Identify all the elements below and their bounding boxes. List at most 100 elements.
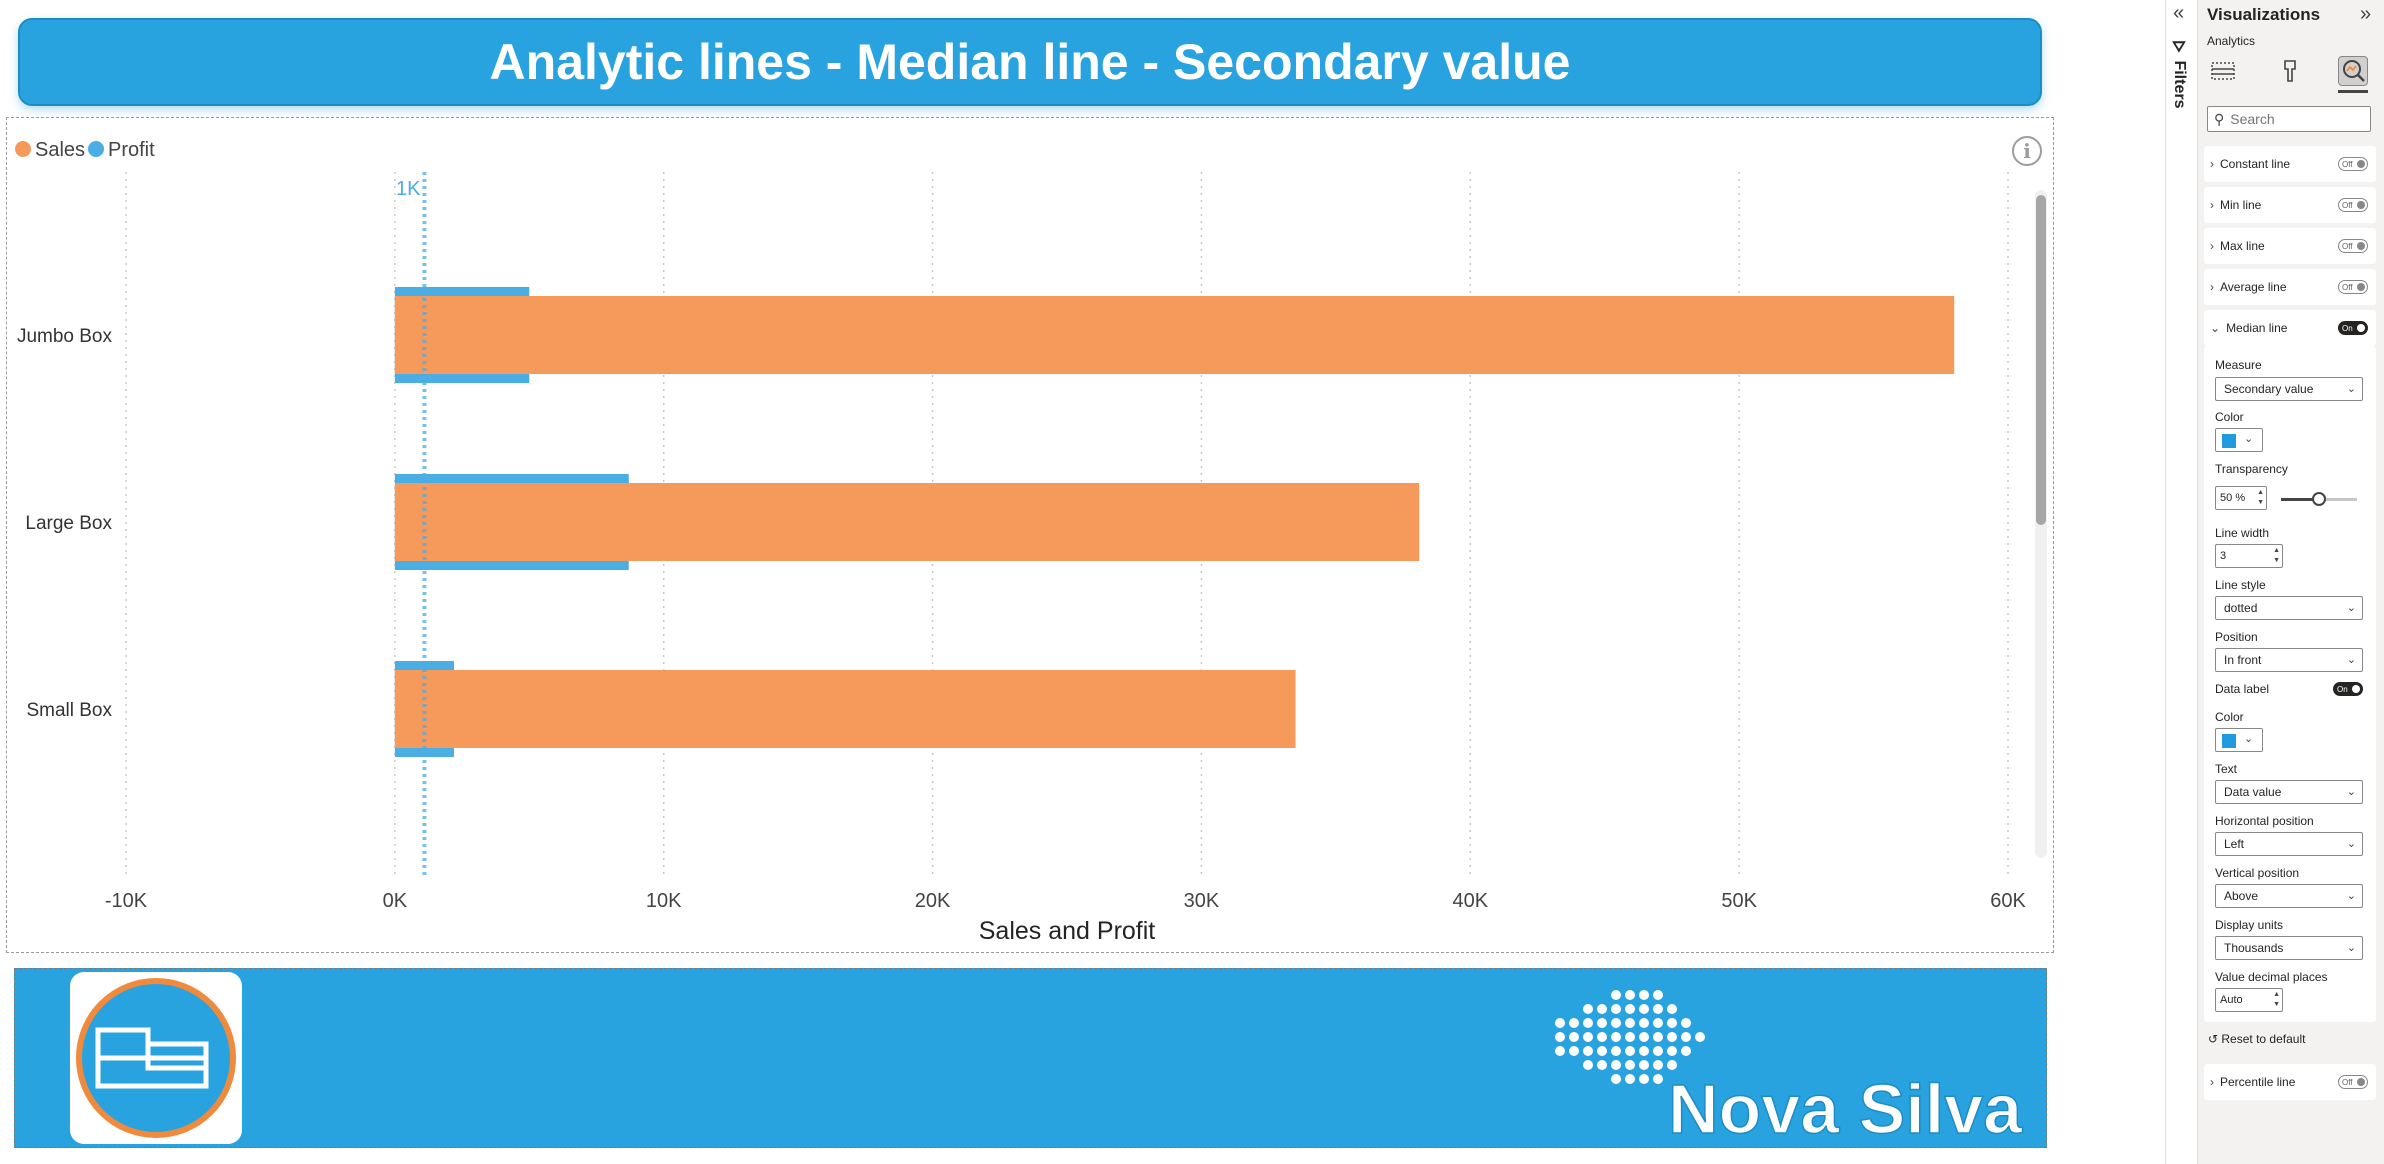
data-label-label: Data label [2215, 682, 2270, 696]
chevron-down-icon: ⌄ [2346, 602, 2356, 614]
logo-dot [1597, 1060, 1607, 1070]
logo-dot [1597, 1032, 1607, 1042]
logo-dot [1695, 1032, 1705, 1042]
display-units-label: Display units [2215, 918, 2284, 932]
logo-dot [1653, 990, 1663, 1000]
line-style-label: Line style [2215, 578, 2266, 592]
x-tick-label: 10K [646, 890, 682, 912]
min-line-toggle[interactable]: Off [2338, 198, 2368, 212]
chevron-right-icon: › [2210, 280, 2214, 294]
line-width-label: Line width [2215, 526, 2270, 540]
format-paintbrush-icon[interactable] [2275, 56, 2305, 86]
max-line-toggle[interactable]: Off [2338, 239, 2368, 253]
label-color-picker[interactable]: ⌄ [2215, 728, 2263, 752]
logo-dot [1583, 1032, 1593, 1042]
label-color-label: Color [2215, 710, 2244, 724]
decimal-places-input[interactable]: Auto ▲ ▼ [2215, 988, 2283, 1012]
x-tick-label: -10K [105, 890, 148, 912]
color-swatch [2222, 434, 2236, 448]
section-label: Median line [2226, 321, 2288, 335]
expand-pane-icon[interactable]: » [2360, 3, 2372, 25]
clustered-bar-chart[interactable]: -10K 0K 10K 20K 30K 40K 50K 60K Sales and Profit… [6, 117, 2046, 947]
logo-dot [1597, 1046, 1607, 1056]
chevron-right-icon: › [2210, 1075, 2214, 1089]
logo-dot [1653, 1032, 1663, 1042]
chart-visual-frame[interactable] [6, 117, 2054, 953]
percentile-line-toggle[interactable]: Off [2338, 1075, 2368, 1089]
logo-dot [1583, 1046, 1593, 1056]
pane-search-input[interactable] [2230, 111, 2361, 127]
line-style-dropdown[interactable]: dotted ⌄ [2215, 596, 2363, 620]
x-tick-label: 50K [1721, 890, 1757, 912]
chevron-down-icon: ⌄ [2346, 383, 2356, 395]
logo-dot [1667, 1004, 1677, 1014]
line-color-picker[interactable]: ⌄ [2215, 428, 2263, 452]
section-label: Average line [2220, 280, 2287, 294]
sales-bar[interactable] [394, 296, 1955, 374]
constant-line-toggle[interactable]: Off [2338, 157, 2368, 171]
sales-bar[interactable] [394, 483, 1420, 561]
text-label: Text [2215, 762, 2238, 776]
transparency-slider-handle[interactable] [2312, 492, 2326, 506]
filters-label[interactable]: ⛛ Filters [2171, 40, 2188, 109]
logo-dot [1625, 1004, 1635, 1014]
logo-dot [1625, 1074, 1635, 1084]
analytics-magnifier-icon[interactable] [2338, 56, 2368, 86]
median-line-label: 1K [396, 178, 421, 200]
filters-pane-collapsed[interactable] [2165, 0, 2198, 1164]
horizontal-position-dropdown[interactable]: Left ⌄ [2215, 832, 2363, 856]
spin-arrows-icon[interactable]: ▲ ▼ [2257, 489, 2264, 506]
position-label: Position [2215, 630, 2258, 644]
average-line-toggle[interactable]: Off [2338, 280, 2368, 294]
transparency-label: Transparency [2215, 462, 2288, 476]
logo-dot [1555, 1032, 1565, 1042]
transparency-input[interactable]: 50 % ▲ ▼ [2215, 486, 2267, 510]
text-dropdown[interactable]: Data value ⌄ [2215, 780, 2363, 804]
measure-dropdown[interactable]: Secondary value ⌄ [2215, 377, 2363, 401]
pane-search-box[interactable]: ⚲ [2207, 106, 2371, 132]
nova-silva-logo: Nova Silva [1555, 990, 2024, 1145]
section-max-line[interactable]: › Max line Off [2204, 228, 2376, 264]
sales-bar[interactable] [394, 670, 1296, 748]
category-label: Small Box [26, 700, 112, 721]
spin-arrows-icon[interactable]: ▲ ▼ [2273, 547, 2280, 564]
logo-dot [1597, 1018, 1607, 1028]
logo-dot [1625, 1018, 1635, 1028]
info-icon[interactable]: i [2012, 136, 2042, 166]
section-percentile-line[interactable]: › Percentile line Off [2204, 1064, 2376, 1100]
logo-dot [1611, 1018, 1621, 1028]
decimal-places-label: Value decimal places [2215, 970, 2328, 984]
section-average-line[interactable]: › Average line Off [2204, 269, 2376, 305]
section-label: Min line [2220, 198, 2262, 212]
line-width-input[interactable]: 3 ▲ ▼ [2215, 544, 2283, 568]
spin-arrows-icon[interactable]: ▲ ▼ [2273, 991, 2280, 1008]
reset-to-default-button[interactable]: ↺ Reset to default [2208, 1032, 2306, 1046]
measure-label: Measure [2215, 358, 2262, 372]
vertical-position-dropdown[interactable]: Above ⌄ [2215, 884, 2363, 908]
logo-dot [1639, 990, 1649, 1000]
position-dropdown[interactable]: In front ⌄ [2215, 648, 2363, 672]
display-units-dropdown[interactable]: Thousands ⌄ [2215, 936, 2363, 960]
legend-marker [88, 141, 104, 157]
legend-label: Sales [35, 139, 85, 161]
logo-dot [1681, 1018, 1691, 1028]
color-label: Color [2215, 410, 2244, 424]
section-constant-line[interactable]: › Constant line Off [2204, 146, 2376, 182]
section-median-line[interactable]: ⌄ Median line On [2204, 310, 2376, 346]
section-min-line[interactable]: › Min line Off [2204, 187, 2376, 223]
chart-scrollbar-thumb[interactable] [2036, 195, 2046, 525]
logo-dot [1583, 1018, 1593, 1028]
logo-dot [1569, 1046, 1579, 1056]
median-line-toggle[interactable]: On [2338, 321, 2368, 335]
logo-dot [1667, 1018, 1677, 1028]
x-tick-label: 30K [1184, 890, 1220, 912]
logo-dot [1653, 1018, 1663, 1028]
build-visual-icon[interactable] [2208, 56, 2238, 86]
logo-dot [1667, 1046, 1677, 1056]
section-label: Constant line [2220, 157, 2291, 171]
collapse-filters-icon[interactable]: « [2173, 2, 2185, 24]
data-label-toggle[interactable]: On [2333, 682, 2363, 696]
vertical-position-label: Vertical position [2215, 866, 2300, 880]
logo-dot [1611, 1032, 1621, 1042]
logo-dot [1653, 1046, 1663, 1056]
